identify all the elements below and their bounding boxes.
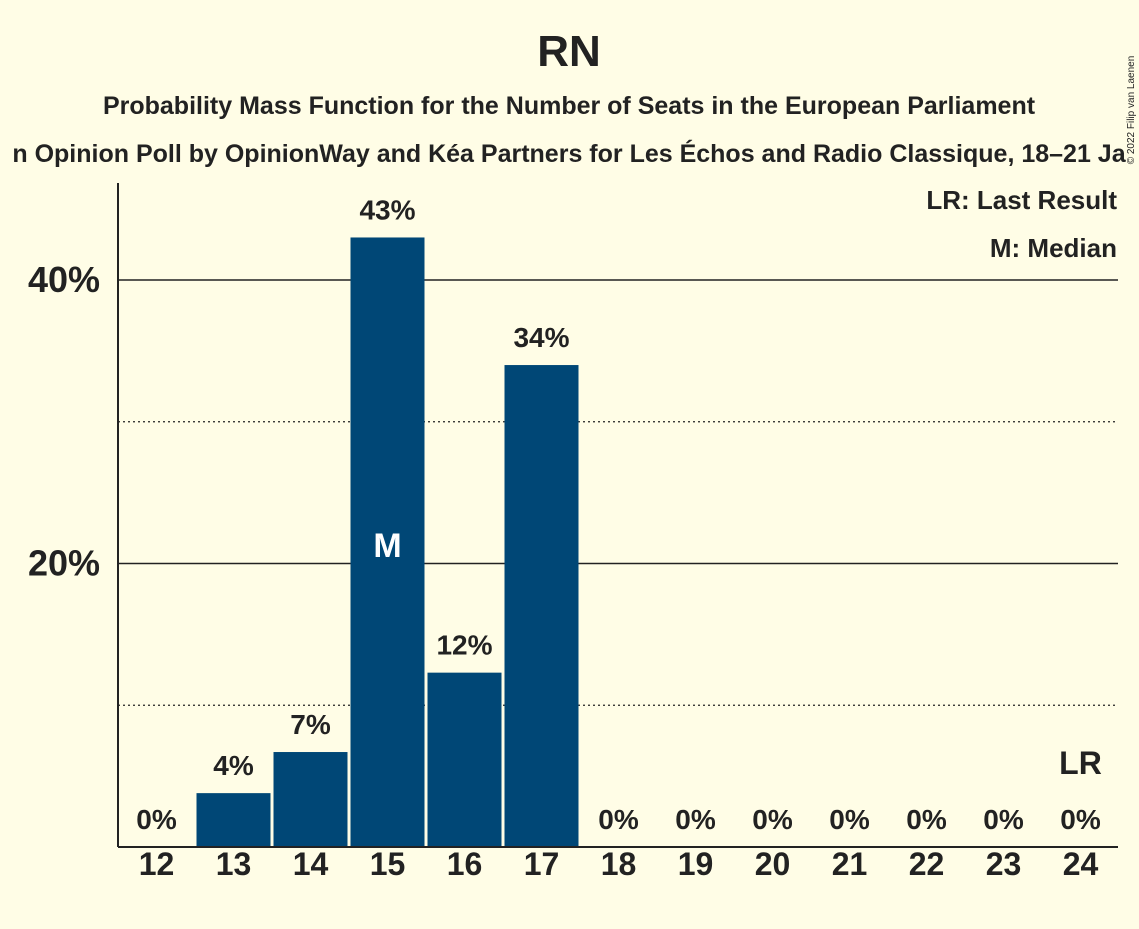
data-label: 7%	[290, 709, 331, 740]
y-tick-label: 40%	[28, 259, 100, 300]
y-tick-label: 20%	[28, 543, 100, 584]
data-label: 0%	[136, 804, 177, 835]
chart-source: n Opinion Poll by OpinionWay and Kéa Par…	[12, 139, 1126, 168]
last-result-marker: LR	[1059, 745, 1102, 781]
x-tick-label: 12	[139, 846, 175, 882]
x-tick-label: 23	[986, 846, 1022, 882]
data-label: 12%	[436, 630, 492, 661]
bar	[427, 672, 502, 847]
data-label: 43%	[359, 194, 415, 225]
x-tick-label: 19	[678, 846, 714, 882]
x-tick-label: 18	[601, 846, 637, 882]
x-tick-label: 16	[447, 846, 483, 882]
x-tick-label: 21	[832, 846, 868, 882]
legend-last-result: LR: Last Result	[926, 185, 1117, 215]
x-tick-label: 20	[755, 846, 791, 882]
chart-title: RN	[537, 27, 601, 76]
legend-median: M: Median	[990, 233, 1117, 263]
bar	[504, 365, 579, 847]
median-marker: M	[373, 527, 401, 565]
bar	[196, 793, 271, 847]
x-tick-label: 17	[524, 846, 560, 882]
data-label: 0%	[1060, 804, 1101, 835]
bar	[273, 752, 348, 847]
x-tick-label: 15	[370, 846, 406, 882]
chart-subtitle: Probability Mass Function for the Number…	[103, 92, 1036, 120]
data-label: 0%	[829, 804, 870, 835]
x-tick-label: 14	[293, 846, 329, 882]
data-label: 34%	[513, 322, 569, 353]
data-label: 4%	[213, 750, 254, 781]
x-tick-label: 22	[909, 846, 945, 882]
data-label: 0%	[906, 804, 947, 835]
data-label: 0%	[752, 804, 793, 835]
copyright-notice: © 2022 Filip van Laenen	[1126, 56, 1137, 165]
data-label: 0%	[983, 804, 1024, 835]
data-label: 0%	[675, 804, 716, 835]
plot-area: 20% 40% 0% 12 4% 13 7% 14 43% 15 M 12% 16 34% 17 0% 18 0%…	[28, 183, 1118, 882]
x-tick-label: 24	[1063, 846, 1099, 882]
bar	[350, 237, 425, 848]
data-label: 0%	[598, 804, 639, 835]
x-tick-label: 13	[216, 846, 252, 882]
